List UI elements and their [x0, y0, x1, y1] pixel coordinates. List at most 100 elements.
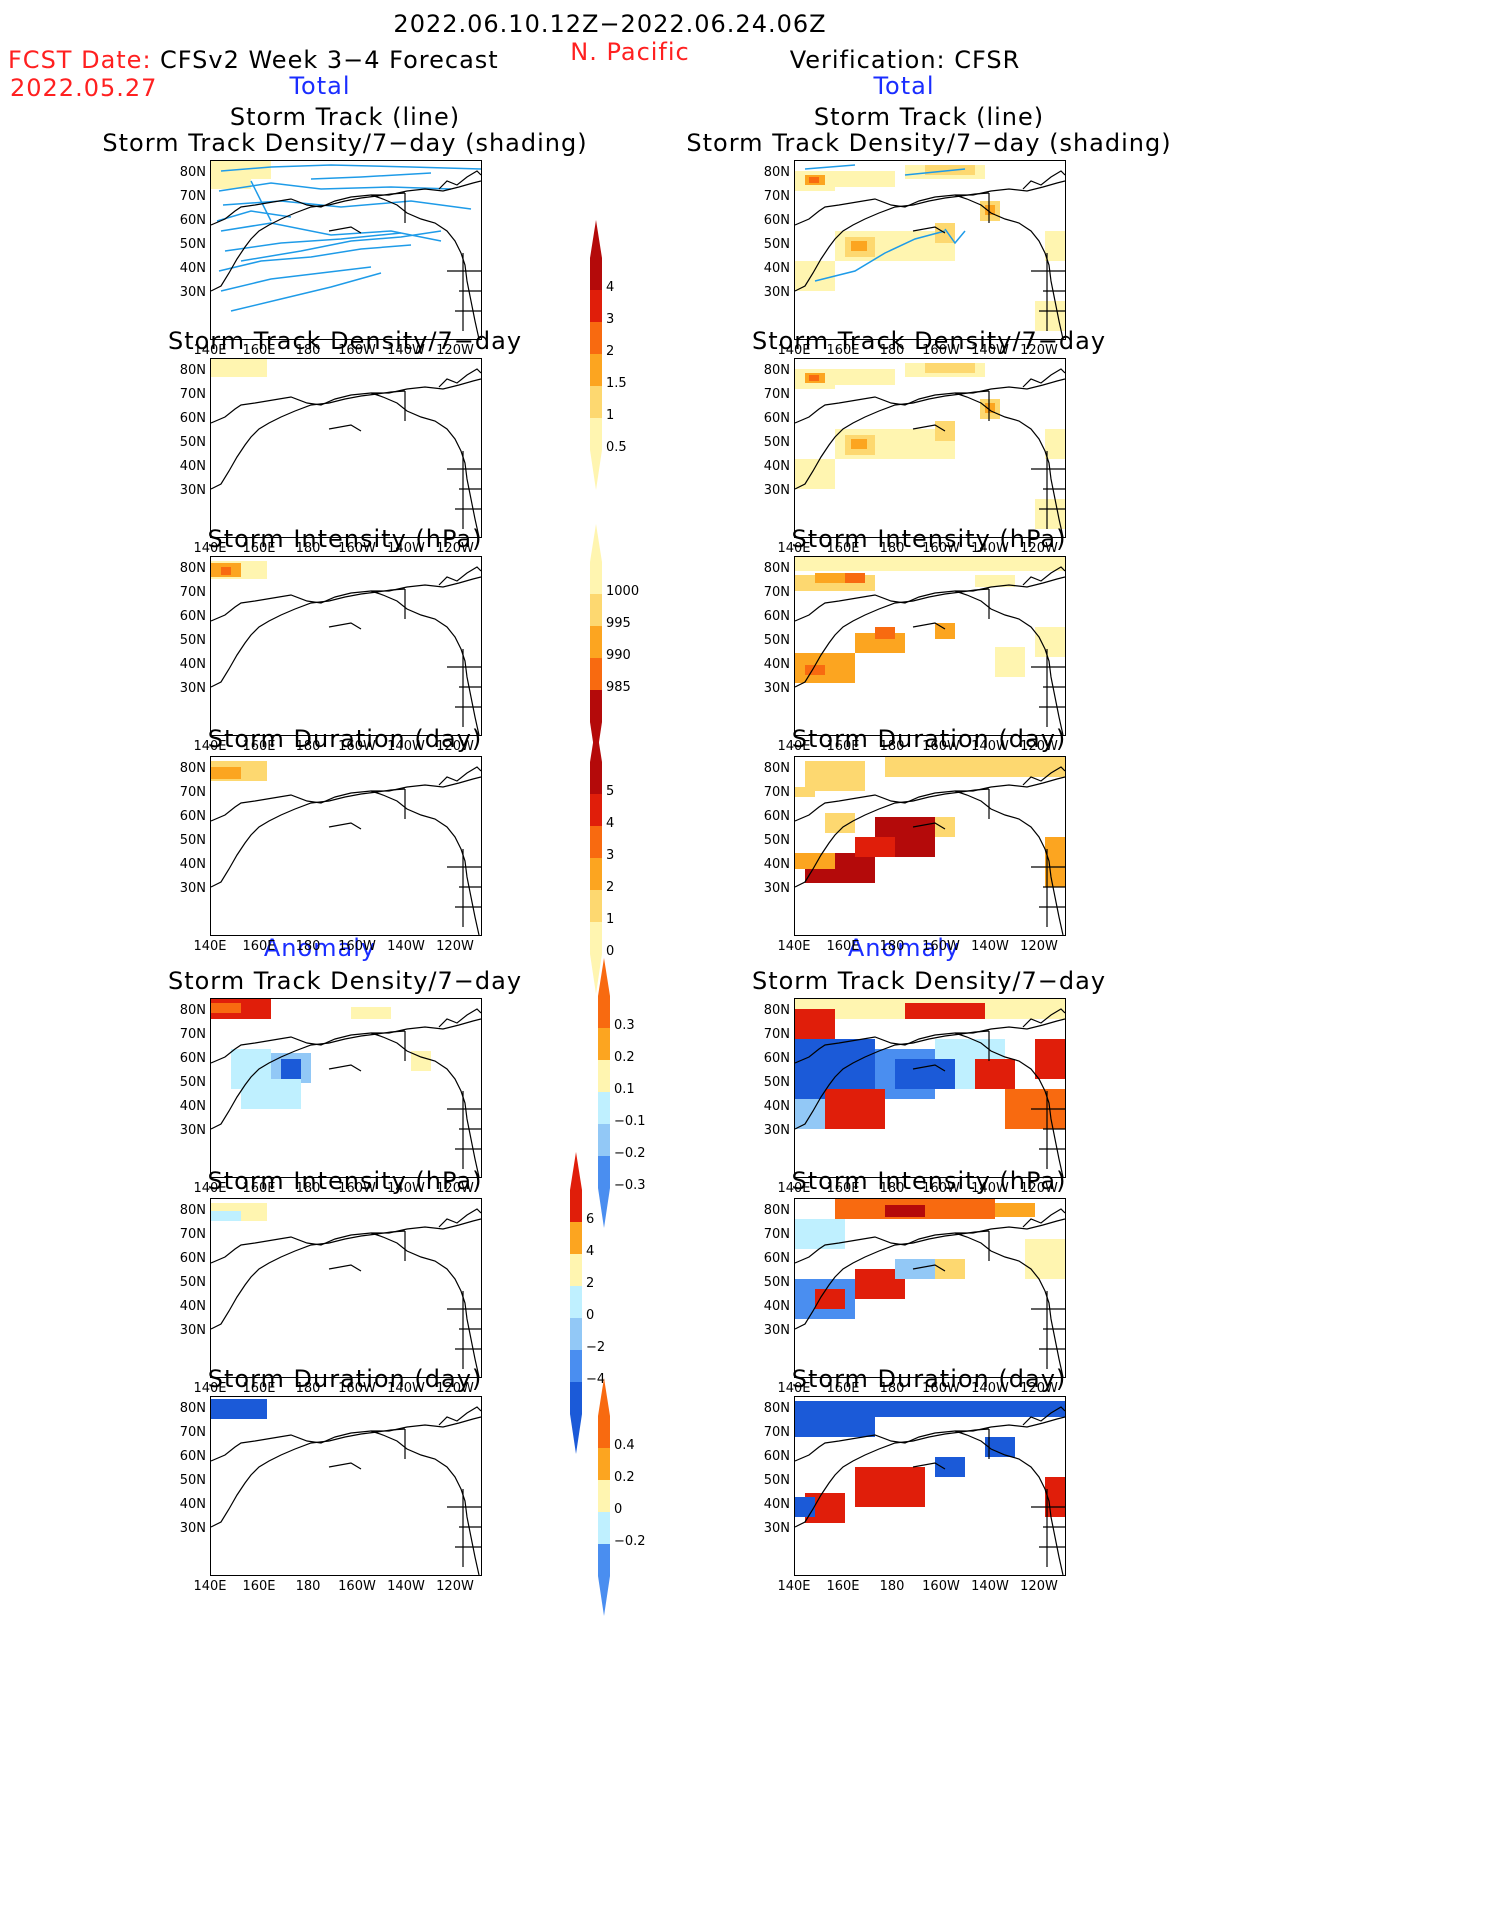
lon-tick-label: 160W [338, 541, 376, 556]
coastline [795, 1218, 1065, 1264]
coastline [328, 1264, 362, 1272]
region-label: N. Pacific [570, 38, 690, 66]
shading-cell [851, 241, 867, 251]
fcst-density-map [210, 358, 482, 538]
verif-intensity-anom-map-svg [795, 1199, 1065, 1377]
panel-title: Storm Track Density/7−day [751, 967, 1107, 995]
lat-tick-label: 70N [179, 585, 206, 600]
colorbar-extend-top [590, 220, 602, 258]
lat-tick-label: 60N [179, 809, 206, 824]
colorbar-swatch [570, 1254, 582, 1286]
shading-cell [935, 1259, 965, 1279]
lat-tick-label: 60N [179, 1051, 206, 1066]
lon-tick-label: 140E [777, 939, 811, 954]
shading-cell [805, 665, 825, 675]
coastline [954, 1032, 1064, 1177]
lon-tick-label: 120W [436, 1181, 474, 1196]
lat-tick-label: 30N [763, 1323, 790, 1338]
coastline [211, 576, 481, 622]
lon-tick-label: 120W [1020, 939, 1058, 954]
lon-tick-label: 140W [971, 343, 1009, 358]
lon-tick-label: 160E [826, 1579, 860, 1594]
colorbar-label: −0.3 [614, 1178, 646, 1193]
coastline [438, 1406, 481, 1426]
shading-cell [975, 575, 1015, 587]
lat-tick-label: 80N [763, 561, 790, 576]
colorbar-swatch [598, 1448, 610, 1480]
lat-tick-label: 80N [763, 761, 790, 776]
left-column-title: CFSv2 Week 3−4 Forecast [160, 46, 499, 74]
coastline [211, 588, 406, 688]
lon-tick-label: 160E [826, 939, 860, 954]
lat-tick-label: 40N [179, 1299, 206, 1314]
shading-cell [795, 1417, 875, 1437]
coastline [438, 566, 481, 586]
coastline [954, 1430, 1064, 1575]
right-anomaly-label: Anomaly [847, 934, 961, 962]
colorbar-swatch [590, 258, 602, 290]
shading-cell [211, 767, 241, 779]
panel-title: Storm Track Density/7−day [751, 327, 1107, 355]
verif-duration-map-svg [795, 757, 1065, 935]
verif-density-map-svg [795, 363, 1065, 537]
shading-cell [875, 627, 895, 639]
coastline [211, 1018, 481, 1064]
lon-tick-label: 120W [1020, 1381, 1058, 1396]
colorbar-label: 0 [614, 1502, 623, 1517]
fcst-duration-anom-map-svg [211, 1399, 481, 1575]
shading-cell [351, 1007, 391, 1019]
coastline [328, 622, 362, 630]
coastline [438, 1008, 481, 1028]
lon-tick-label: 160W [922, 939, 960, 954]
shading-cell [895, 1059, 955, 1089]
lon-tick-label: 180 [295, 1579, 321, 1594]
lon-tick-label: 140W [387, 343, 425, 358]
lat-tick-label: 40N [763, 657, 790, 672]
shading-cell [985, 403, 995, 413]
shading-cell [835, 171, 895, 187]
lat-tick-label: 50N [763, 633, 790, 648]
lon-tick-label: 160W [338, 939, 376, 954]
lon-tick-label: 160E [826, 739, 860, 754]
coastline [795, 576, 1065, 622]
shading-cell [1025, 1239, 1065, 1279]
lon-tick-label: 180 [295, 939, 321, 954]
shading-cell [795, 557, 1065, 571]
colorbar-label: 990 [606, 648, 631, 663]
lon-tick-label: 160W [338, 1181, 376, 1196]
shading-cell [795, 459, 835, 489]
lat-tick-label: 60N [179, 1251, 206, 1266]
coastline [912, 1064, 946, 1072]
lat-tick-label: 30N [763, 681, 790, 696]
colorbar-swatch [598, 1124, 610, 1156]
lon-tick-label: 140E [193, 939, 227, 954]
colorbar-swatch [590, 858, 602, 890]
shading-cell [1035, 627, 1065, 657]
shading-cell [805, 761, 865, 791]
verif-track-map [794, 160, 1066, 340]
colorbar-swatch [590, 762, 602, 794]
lon-tick-label: 140W [387, 1181, 425, 1196]
storm-track-line [220, 222, 442, 242]
colorbar-swatch [598, 1060, 610, 1092]
shading-cell [795, 853, 835, 869]
colorbar-label: −0.2 [614, 1534, 646, 1549]
lon-tick-label: 140W [387, 939, 425, 954]
lat-tick-label: 70N [763, 785, 790, 800]
colorbar-extend-top [598, 958, 610, 996]
intensity-anom-colorbar [570, 1152, 582, 1454]
shading-cell [211, 1211, 241, 1221]
storm-track-line [220, 164, 481, 172]
colorbar-swatch [570, 1286, 582, 1318]
lat-tick-label: 70N [763, 189, 790, 204]
storm-track-line [224, 232, 402, 252]
lat-tick-label: 50N [179, 833, 206, 848]
left-total-label: Total [289, 72, 351, 100]
colorbar-swatch [590, 418, 602, 450]
shading-cell [815, 573, 865, 583]
colorbar-extend-bottom [570, 1414, 582, 1454]
colorbar-label: 1.5 [606, 376, 627, 391]
verif-density-anom-map-svg [795, 999, 1065, 1177]
lon-tick-label: 160E [242, 541, 276, 556]
colorbar-swatch [570, 1190, 582, 1222]
